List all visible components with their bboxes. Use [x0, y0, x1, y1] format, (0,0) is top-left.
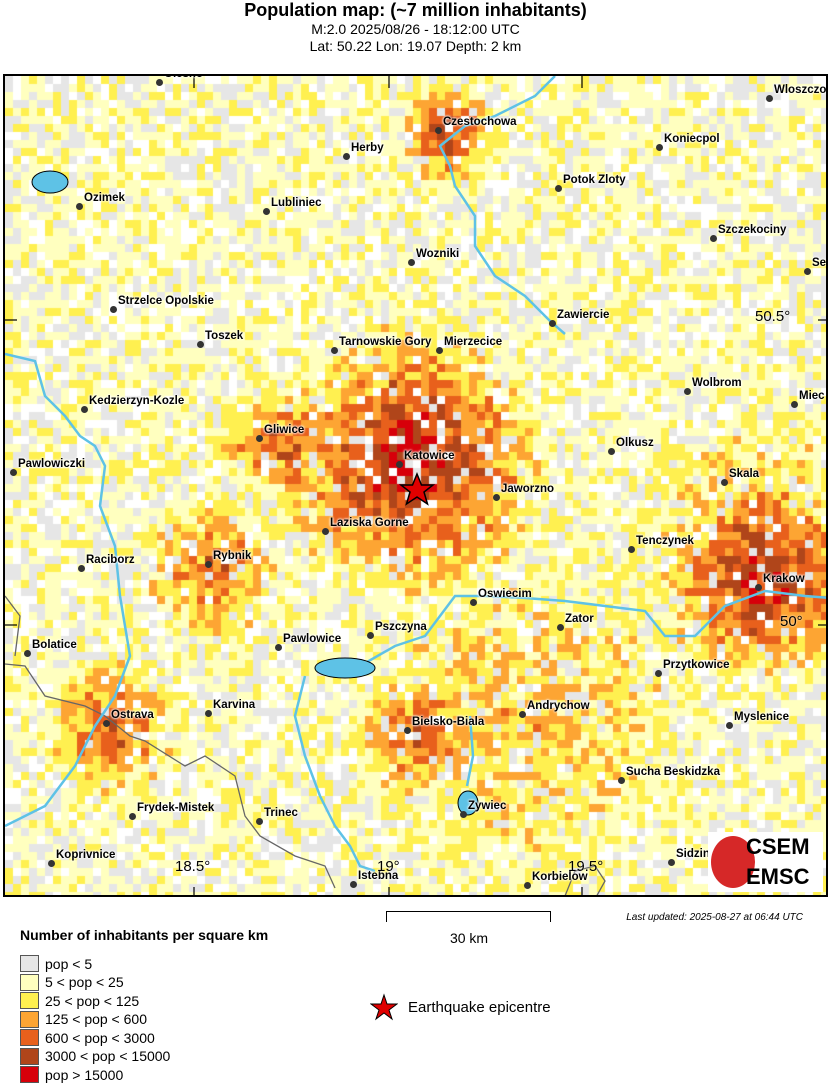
city-dot-icon [343, 153, 350, 160]
city-dot-icon [48, 860, 55, 867]
city-dot-icon [256, 818, 263, 825]
city-dot-icon [350, 881, 357, 888]
legend-swatch [20, 955, 39, 972]
population-map[interactable]: Olesno Czestochowa Wloszczo Koniecpol Herby O… [3, 74, 828, 897]
city-dot-icon [197, 341, 204, 348]
city-dot-icon [156, 79, 163, 86]
legend-swatch [20, 1010, 39, 1028]
borders [5, 595, 606, 895]
legend-item: 5 < pop < 25 [20, 973, 124, 992]
lon-tick-18-5: 18.5° [175, 858, 211, 875]
legend-item: 600 < pop < 3000 [20, 1028, 155, 1047]
city-dot-icon [557, 624, 564, 631]
lon-tick-19: 19° [377, 858, 400, 875]
city-dot-icon [256, 435, 263, 442]
legend-swatch [20, 973, 39, 991]
rivers [5, 76, 826, 873]
city-dot-icon [766, 95, 773, 102]
city-dot-icon [804, 268, 811, 275]
city-dot-icon [608, 448, 615, 455]
star-icon [370, 993, 398, 1021]
city-dot-icon [436, 347, 443, 354]
city-dot-icon [460, 811, 467, 818]
city-dot-icon [103, 720, 110, 727]
location-info: Lat: 50.22 Lon: 19.07 Depth: 2 km [309, 38, 522, 54]
city-dot-icon [549, 320, 556, 327]
scale-bar [386, 911, 551, 922]
city-dot-icon [367, 632, 374, 639]
legend-item: 3000 < pop < 15000 [20, 1047, 170, 1066]
city-dot-icon [404, 727, 411, 734]
city-dot-icon [110, 306, 117, 313]
city-dot-icon [655, 670, 662, 677]
lakes [31, 170, 479, 816]
city-dot-icon [24, 650, 31, 657]
legend-swatch [20, 1066, 39, 1083]
graticule-ticks [5, 76, 826, 895]
city-dot-icon [408, 259, 415, 266]
legend-swatch [20, 992, 39, 1009]
city-dot-icon [726, 722, 733, 729]
city-dot-icon [755, 584, 762, 591]
lon-tick-19-5: 19.5° [568, 858, 604, 875]
city-dot-icon [519, 711, 526, 718]
legend-item: pop < 5 [20, 954, 92, 973]
city-dot-icon [791, 401, 798, 408]
city-dot-icon [396, 461, 403, 468]
legend-item: 125 < pop < 600 [20, 1010, 147, 1029]
city-dot-icon [721, 479, 728, 486]
legend-item: 25 < pop < 125 [20, 991, 139, 1010]
city-dot-icon [331, 347, 338, 354]
lat-tick-50-5: 50.5° [755, 308, 791, 325]
city-dot-icon [275, 644, 282, 651]
scale-label: 30 km [449, 930, 489, 946]
city-dot-icon [618, 777, 625, 784]
map-overlay [5, 76, 826, 895]
city-dot-icon [205, 561, 212, 568]
legend-swatch [20, 1047, 39, 1065]
city-dot-icon [710, 235, 717, 242]
city-dot-icon [205, 710, 212, 717]
city-dot-icon [555, 185, 562, 192]
lat-tick-50: 50° [780, 613, 803, 630]
city-dot-icon [656, 144, 663, 151]
city-dot-icon [524, 882, 531, 889]
legend-title: Number of inhabitants per square km [20, 927, 269, 943]
city-dot-icon [129, 813, 136, 820]
city-dot-icon [78, 565, 85, 572]
city-dot-icon [684, 388, 691, 395]
city-dot-icon [10, 469, 17, 476]
city-dot-icon [668, 859, 675, 866]
city-dot-icon [493, 494, 500, 501]
city-dot-icon [263, 208, 270, 215]
city-dot-icon [322, 528, 329, 535]
city-dot-icon [435, 127, 442, 134]
csem-emsc-logo: CSEM EMSC [708, 832, 823, 892]
legend-swatch [20, 1029, 39, 1046]
epicenter-star-icon [398, 472, 436, 506]
city-dot-icon [628, 546, 635, 553]
city-dot-icon [470, 599, 477, 606]
city-dot-icon [81, 406, 88, 413]
last-updated: Last updated: 2025-08-27 at 06:44 UTC [626, 912, 803, 923]
map-title: Population map: (~7 million inhabitants) [244, 0, 587, 20]
legend-item: pop > 15000 [20, 1065, 123, 1084]
event-info: M:2.0 2025/08/26 - 18:12:00 UTC [311, 21, 520, 37]
city-dot-icon [76, 203, 83, 210]
epicentre-legend: Earthquake epicentre [370, 993, 551, 1021]
